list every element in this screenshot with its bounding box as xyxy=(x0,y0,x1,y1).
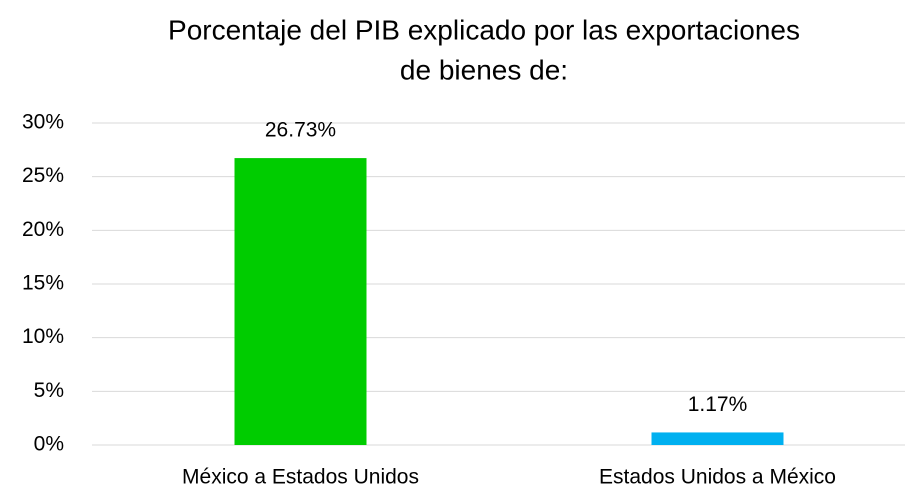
y-tick-label: 5% xyxy=(34,379,64,402)
chart-title: de bienes de: xyxy=(400,54,568,85)
chart-title: Porcentaje del PIB explicado por las exp… xyxy=(168,14,800,45)
x-tick-label: México a Estados Unidos xyxy=(182,466,419,489)
y-tick-label: 15% xyxy=(22,272,64,295)
bar xyxy=(651,432,784,445)
y-tick-label: 0% xyxy=(34,433,64,456)
x-tick-label: Estados Unidos a México xyxy=(599,466,836,489)
bar xyxy=(234,158,367,445)
y-tick-label: 25% xyxy=(22,164,64,187)
y-tick-label: 20% xyxy=(22,218,64,241)
y-tick-label: 10% xyxy=(22,325,64,348)
data-label: 1.17% xyxy=(688,393,748,416)
data-label: 26.73% xyxy=(265,119,336,142)
y-tick-label: 30% xyxy=(22,111,64,134)
